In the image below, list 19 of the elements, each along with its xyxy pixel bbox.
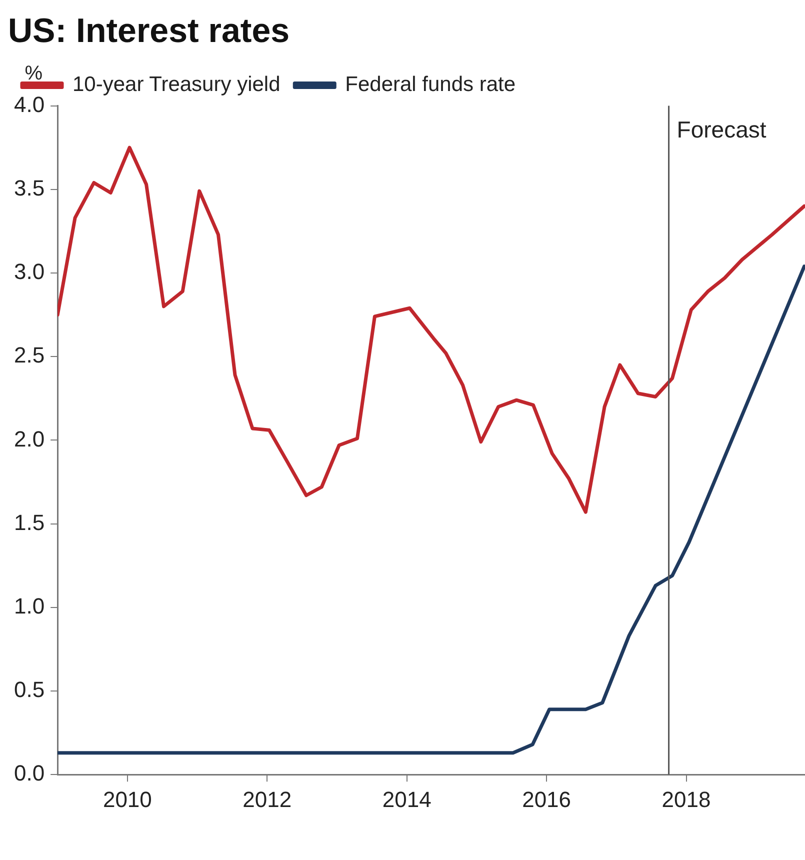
ref-line-label: Forecast — [676, 116, 767, 143]
y-tick-label: 0.5 — [14, 677, 45, 702]
y-tick-label: 0.0 — [14, 760, 45, 786]
y-tick-label: 1.0 — [14, 593, 45, 618]
x-tick-label: 2016 — [522, 786, 572, 812]
y-axis-title: % — [24, 62, 43, 84]
y-tick-label: 3.0 — [14, 259, 45, 284]
x-tick-label: 2012 — [242, 786, 292, 812]
y-tick-label: 2.5 — [14, 342, 45, 368]
x-tick-label: 2018 — [662, 786, 711, 812]
y-tick-label: 1.5 — [14, 510, 45, 535]
chart-title: US: Interest rates — [8, 12, 290, 50]
legend-label: 10-year Treasury yield — [72, 73, 280, 96]
y-tick-label: 4.0 — [14, 92, 45, 117]
x-tick-label: 2010 — [102, 786, 152, 812]
y-tick-label: 3.5 — [14, 175, 45, 200]
legend-label: Federal funds rate — [345, 73, 516, 96]
x-tick-label: 2014 — [382, 786, 432, 812]
y-tick-label: 2.0 — [14, 426, 45, 452]
